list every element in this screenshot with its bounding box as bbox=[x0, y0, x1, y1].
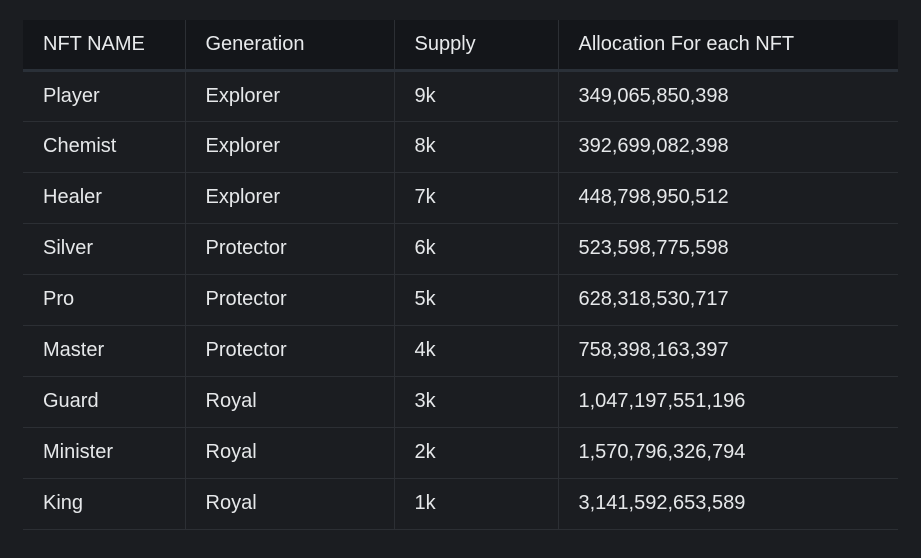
cell-allocation: 628,318,530,717 bbox=[558, 274, 898, 326]
cell-supply: 3k bbox=[394, 376, 559, 428]
cell-nft-name: Player bbox=[23, 70, 186, 122]
cell-allocation: 1,047,197,551,196 bbox=[558, 376, 898, 428]
cell-nft-name: Chemist bbox=[23, 121, 186, 173]
cell-supply: 9k bbox=[394, 70, 559, 122]
table-row: Player Explorer 9k 349,065,850,398 bbox=[23, 70, 898, 122]
cell-generation: Explorer bbox=[185, 172, 395, 224]
cell-supply: 2k bbox=[394, 427, 559, 479]
cell-generation: Royal bbox=[185, 478, 395, 530]
cell-nft-name: King bbox=[23, 478, 186, 530]
cell-allocation: 349,065,850,398 bbox=[558, 70, 898, 122]
header-supply: Supply bbox=[394, 20, 559, 72]
header-generation: Generation bbox=[185, 20, 395, 72]
cell-supply: 6k bbox=[394, 223, 559, 275]
table-row: Pro Protector 5k 628,318,530,717 bbox=[23, 274, 898, 326]
cell-generation: Royal bbox=[185, 427, 395, 479]
cell-nft-name: Guard bbox=[23, 376, 186, 428]
cell-allocation: 1,570,796,326,794 bbox=[558, 427, 898, 479]
header-allocation: Allocation For each NFT bbox=[558, 20, 898, 72]
nft-allocation-table: NFT NAME Generation Supply Allocation Fo… bbox=[23, 20, 898, 530]
cell-allocation: 758,398,163,397 bbox=[558, 325, 898, 377]
nft-allocation-table-container: NFT NAME Generation Supply Allocation Fo… bbox=[23, 20, 898, 530]
cell-nft-name: Minister bbox=[23, 427, 186, 479]
cell-allocation: 3,141,592,653,589 bbox=[558, 478, 898, 530]
cell-generation: Explorer bbox=[185, 121, 395, 173]
table-header-row: NFT NAME Generation Supply Allocation Fo… bbox=[23, 20, 898, 72]
table-row: Healer Explorer 7k 448,798,950,512 bbox=[23, 172, 898, 224]
cell-supply: 5k bbox=[394, 274, 559, 326]
cell-nft-name: Silver bbox=[23, 223, 186, 275]
cell-nft-name: Pro bbox=[23, 274, 186, 326]
cell-generation: Protector bbox=[185, 274, 395, 326]
header-nft-name: NFT NAME bbox=[23, 20, 186, 72]
table-row: Guard Royal 3k 1,047,197,551,196 bbox=[23, 376, 898, 428]
cell-supply: 7k bbox=[394, 172, 559, 224]
cell-supply: 4k bbox=[394, 325, 559, 377]
cell-generation: Explorer bbox=[185, 70, 395, 122]
cell-generation: Protector bbox=[185, 223, 395, 275]
table-header: NFT NAME Generation Supply Allocation Fo… bbox=[23, 20, 898, 72]
cell-supply: 1k bbox=[394, 478, 559, 530]
table-row: Minister Royal 2k 1,570,796,326,794 bbox=[23, 427, 898, 479]
table-row: Chemist Explorer 8k 392,699,082,398 bbox=[23, 121, 898, 173]
table-row: King Royal 1k 3,141,592,653,589 bbox=[23, 478, 898, 530]
cell-generation: Protector bbox=[185, 325, 395, 377]
cell-supply: 8k bbox=[394, 121, 559, 173]
table-row: Master Protector 4k 758,398,163,397 bbox=[23, 325, 898, 377]
cell-nft-name: Healer bbox=[23, 172, 186, 224]
cell-allocation: 392,699,082,398 bbox=[558, 121, 898, 173]
cell-allocation: 448,798,950,512 bbox=[558, 172, 898, 224]
table-body: Player Explorer 9k 349,065,850,398 Chemi… bbox=[23, 70, 898, 530]
table-row: Silver Protector 6k 523,598,775,598 bbox=[23, 223, 898, 275]
cell-generation: Royal bbox=[185, 376, 395, 428]
cell-nft-name: Master bbox=[23, 325, 186, 377]
cell-allocation: 523,598,775,598 bbox=[558, 223, 898, 275]
